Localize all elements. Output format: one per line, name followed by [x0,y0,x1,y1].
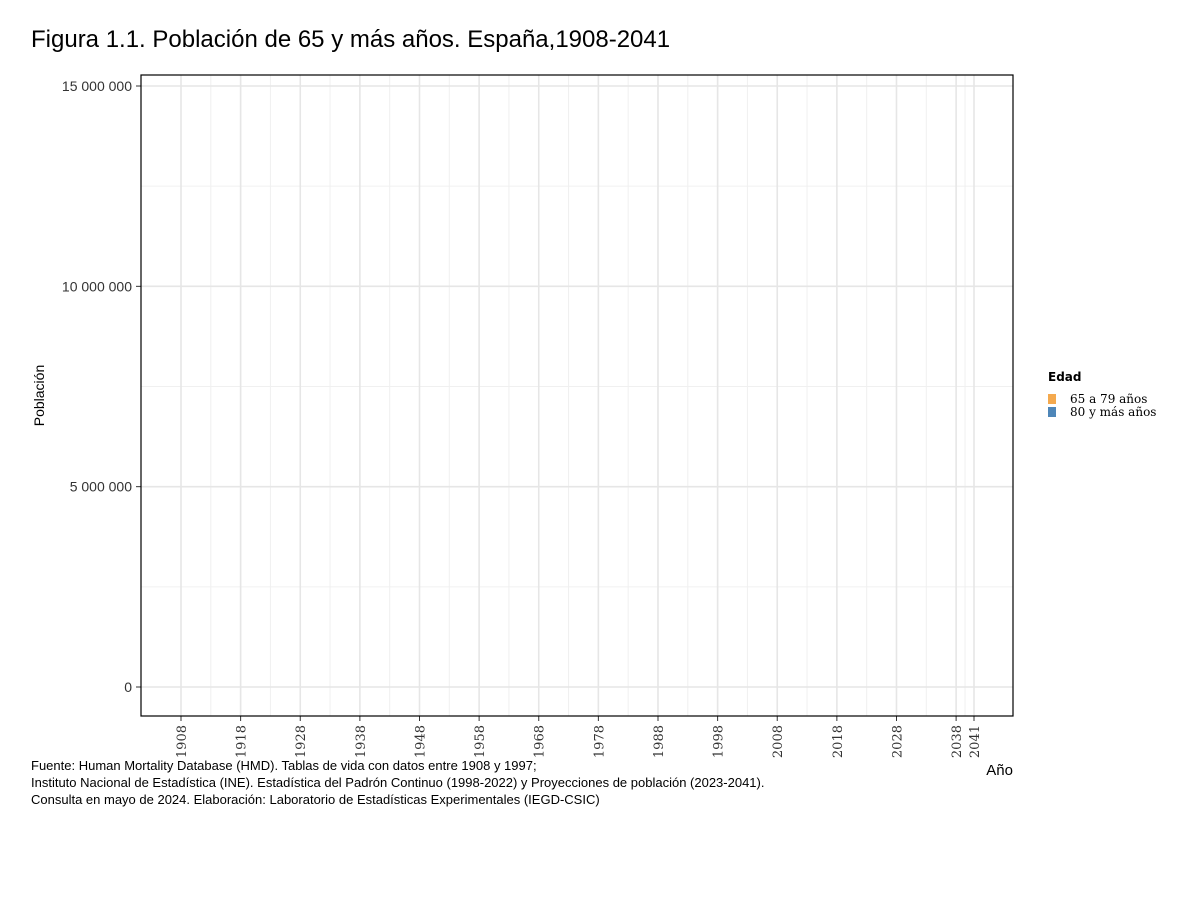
x-tick-label: 1928 [294,725,309,758]
legend-label-65-79: 65 a 79 años [1070,391,1148,406]
x-tick-label: 1938 [354,725,369,758]
x-tick-label: 1988 [652,725,667,758]
chart-title: Figura 1.1. Población de 65 y más años. … [31,26,671,53]
legend-title: Edad [1048,370,1082,384]
y-tick-label: 15 000 000 [62,78,132,94]
y-tick-label: 0 [124,679,132,695]
x-tick-label: 1958 [473,725,488,758]
y-axis-title: Población [31,365,47,427]
legend-item-80-plus: 80 y más años [1048,404,1157,419]
caption-line-1: Fuente: Human Mortality Database (HMD). … [31,758,537,773]
caption: Fuente: Human Mortality Database (HMD). … [31,757,764,808]
legend-item-65-79: 65 a 79 años [1048,391,1156,406]
legend-key-80-plus [1048,406,1056,417]
plot-background [141,75,1013,716]
y-tick-label: 5 000 000 [70,479,132,495]
x-tick-label: 1998 [712,725,727,758]
legend-label-80-plus: 80 y más años [1070,404,1157,419]
x-tick-label: 2018 [831,725,846,758]
y-tick-label: 10 000 000 [62,278,132,294]
x-axis-title: Año [986,762,1013,779]
x-tick-label: 1908 [175,725,190,758]
legend-key-65-79 [1048,393,1056,404]
x-tick-label: 2038 [950,725,965,758]
legend: Edad 65 a 79 años 80 y más años [1048,370,1157,419]
x-tick-label: 2041 [968,725,983,758]
x-tick-label: 1968 [533,725,548,758]
caption-line-2: Instituto Nacional de Estadística (INE).… [31,775,765,790]
caption-line-3: Consulta en mayo de 2024. Elaboración: L… [31,792,600,807]
plot-border [140,74,1014,717]
x-tick-label: 1978 [592,725,607,758]
x-tick-label: 2008 [771,725,786,758]
x-tick-label: 1948 [413,725,428,758]
x-tick-label: 1918 [235,725,250,758]
x-tick-label: 2028 [890,725,905,758]
